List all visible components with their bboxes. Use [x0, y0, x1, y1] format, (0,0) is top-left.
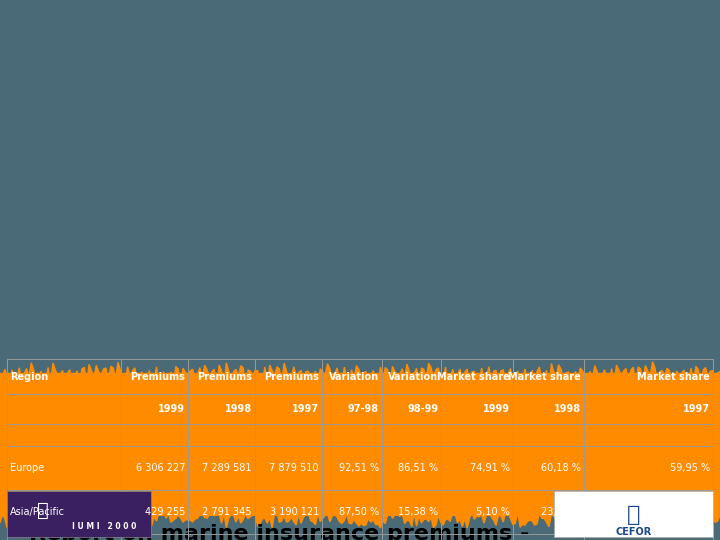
Text: Market share: Market share [437, 372, 510, 382]
Text: Region: Region [10, 372, 48, 382]
Text: Premiums: Premiums [197, 372, 252, 382]
Text: 86,51 %: 86,51 % [398, 463, 438, 472]
Text: 3 190 121: 3 190 121 [270, 507, 319, 517]
FancyBboxPatch shape [0, 381, 720, 516]
Text: 1999: 1999 [482, 404, 510, 414]
Text: 1997: 1997 [292, 404, 319, 414]
Text: 7 289 581: 7 289 581 [202, 463, 252, 472]
Text: Variation: Variation [328, 372, 379, 382]
Text: 1999: 1999 [158, 404, 185, 414]
Polygon shape [0, 509, 720, 528]
Text: 6 306 227: 6 306 227 [135, 463, 185, 472]
Text: 429 255: 429 255 [145, 507, 185, 517]
Text: 1998: 1998 [554, 404, 581, 414]
Text: 15,38 %: 15,38 % [398, 507, 438, 517]
Text: 1997: 1997 [683, 404, 710, 414]
FancyBboxPatch shape [7, 491, 151, 537]
Text: 5,10 %: 5,10 % [476, 507, 510, 517]
Text: 60,18 %: 60,18 % [541, 463, 581, 472]
FancyBboxPatch shape [554, 491, 713, 537]
Text: Report on marine insurance premiums -: Report on marine insurance premiums - [29, 524, 529, 540]
Text: 59,95 %: 59,95 % [670, 463, 710, 472]
Text: 7 879 510: 7 879 510 [269, 463, 319, 472]
Polygon shape [0, 362, 720, 388]
Text: 87,50 %: 87,50 % [338, 507, 379, 517]
Text: 97-98: 97-98 [348, 404, 379, 414]
Text: 92,51 %: 92,51 % [338, 463, 379, 472]
Text: Market share: Market share [508, 372, 581, 382]
Text: Premiums: Premiums [130, 372, 185, 382]
Text: 23,05 %: 23,05 % [541, 507, 581, 517]
Text: 74,91 %: 74,91 % [469, 463, 510, 472]
Text: Premiums: Premiums [264, 372, 319, 382]
Text: Variation: Variation [388, 372, 438, 382]
Text: 1998: 1998 [225, 404, 252, 414]
Text: I U M I   2 0 0 0: I U M I 2 0 0 0 [72, 522, 137, 531]
Text: 2 791 345: 2 791 345 [202, 507, 252, 517]
Text: Europe: Europe [10, 463, 45, 472]
Text: CEFOR: CEFOR [616, 527, 652, 537]
Text: 24,27 %: 24,27 % [670, 507, 710, 517]
Text: Asia/Pacific: Asia/Pacific [10, 507, 65, 517]
Text: Market share: Market share [637, 372, 710, 382]
Text: 98-99: 98-99 [408, 404, 438, 414]
Text: ⛴: ⛴ [37, 501, 49, 520]
Text: ⛵: ⛵ [627, 504, 640, 525]
